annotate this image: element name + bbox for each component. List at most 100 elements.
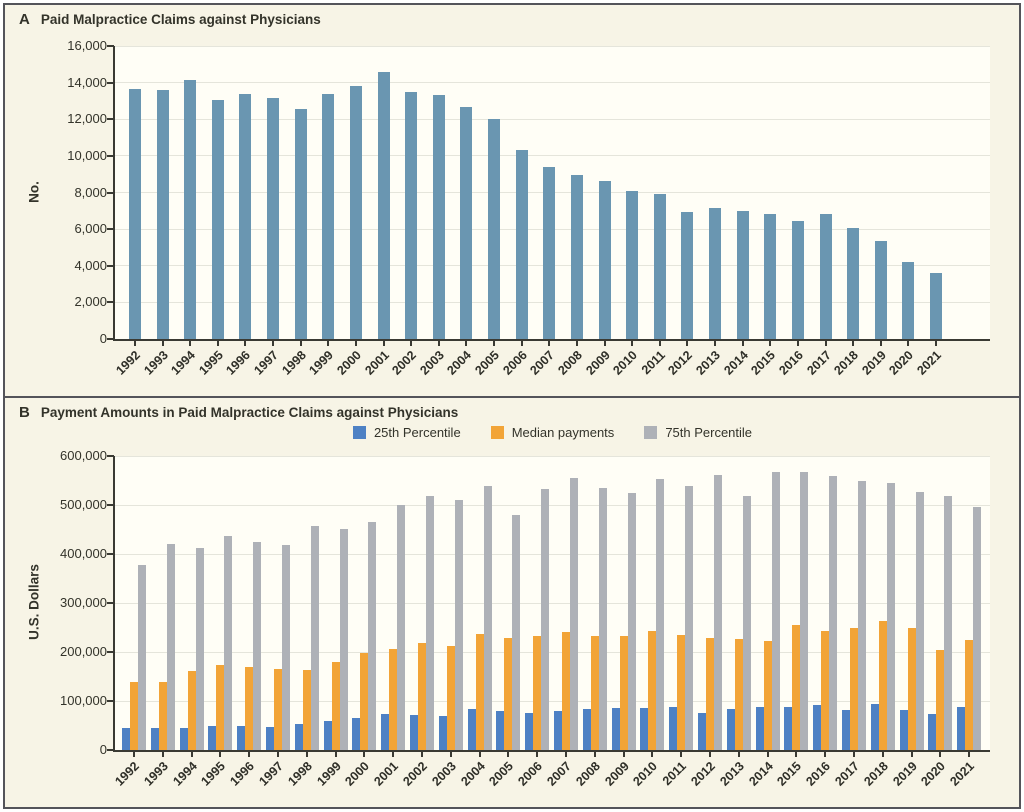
75th-percentile-bar-1998 <box>310 526 319 750</box>
y-tick-label: 4,000 <box>74 257 107 273</box>
25th-percentile-bar-1995 <box>208 726 217 750</box>
25th-percentile-bar-1993 <box>150 728 159 750</box>
legend-item-75th-percentile: 75th Percentile <box>644 425 752 440</box>
x-tick-mark <box>189 341 192 346</box>
x-tick-mark <box>575 341 578 346</box>
y-tick-mark <box>107 191 114 194</box>
panel-a-header: A Paid Malpractice Claims against Physic… <box>19 12 321 28</box>
legend-swatch-median-payments <box>490 426 504 439</box>
gridline <box>115 155 990 157</box>
median-payments-bar-2011 <box>677 635 686 750</box>
75th-percentile-bar-2010 <box>656 479 665 750</box>
x-tick-mark <box>161 752 164 757</box>
y-tick-mark <box>107 118 114 121</box>
panel-a: A Paid Malpractice Claims against Physic… <box>5 5 1019 396</box>
bar-1997 <box>267 98 280 339</box>
75th-percentile-bar-2020 <box>944 496 953 750</box>
x-tick-mark <box>548 341 551 346</box>
gridline <box>115 82 990 84</box>
x-tick-mark <box>852 341 855 346</box>
y-tick-label: 300,000 <box>60 595 107 610</box>
median-payments-bar-1999 <box>331 662 340 750</box>
75th-percentile-bar-1993 <box>166 544 175 750</box>
25th-percentile-bar-2018 <box>870 704 879 750</box>
x-tick-mark <box>939 752 942 757</box>
x-tick-mark <box>593 752 596 757</box>
25th-percentile-bar-2017 <box>842 710 850 750</box>
x-tick-mark <box>769 341 772 346</box>
bar-2019 <box>874 241 887 339</box>
panel-a-title: Paid Malpractice Claims against Physicia… <box>40 12 321 27</box>
y-tick-mark <box>107 264 114 267</box>
panel-b: B Payment Amounts in Paid Malpractice Cl… <box>5 396 1019 807</box>
75th-percentile-bar-2012 <box>714 475 722 750</box>
median-payments-bar-2001 <box>389 649 398 750</box>
x-tick-mark <box>824 341 827 346</box>
y-axis-line <box>113 46 115 341</box>
25th-percentile-bar-1994 <box>179 728 188 750</box>
y-tick-mark <box>107 228 114 231</box>
25th-percentile-bar-2020 <box>928 714 937 750</box>
legend: 25th Percentile Median payments 75th Per… <box>115 425 990 440</box>
25th-percentile-bar-2011 <box>669 707 678 750</box>
x-tick-mark <box>603 341 606 346</box>
75th-percentile-bar-1997 <box>282 545 290 750</box>
x-tick-mark <box>520 341 523 346</box>
figure-background: A Paid Malpractice Claims against Physic… <box>3 3 1021 809</box>
median-payments-bar-2002 <box>418 643 426 750</box>
gridline <box>115 504 990 506</box>
median-payments-bar-2015 <box>792 625 801 750</box>
median-payments-bar-1996 <box>245 667 254 750</box>
x-tick-mark <box>824 752 827 757</box>
75th-percentile-bar-2009 <box>627 493 636 750</box>
x-tick-mark <box>565 752 567 757</box>
x-tick-mark <box>299 341 302 346</box>
25th-percentile-bar-2014 <box>755 707 764 750</box>
25th-percentile-bar-2010 <box>640 708 649 750</box>
x-tick-mark <box>493 341 496 346</box>
median-payments-bar-1994 <box>187 671 196 750</box>
bar-2021 <box>929 273 942 339</box>
x-tick-mark <box>714 341 717 346</box>
25th-percentile-bar-1996 <box>237 726 246 750</box>
25th-percentile-bar-2002 <box>410 715 418 750</box>
x-tick-mark <box>879 341 882 346</box>
gridline <box>115 45 990 47</box>
x-tick-mark <box>766 752 769 757</box>
x-tick-mark <box>421 752 423 757</box>
median-payments-bar-2014 <box>763 641 772 750</box>
x-tick-mark <box>219 752 222 757</box>
y-tick-label: 8,000 <box>74 184 107 200</box>
x-tick-mark <box>437 341 440 346</box>
x-tick-mark <box>651 752 654 757</box>
x-tick-mark <box>190 752 193 757</box>
bar-2001 <box>377 72 390 339</box>
bar-2008 <box>570 175 583 339</box>
y-tick-label: 0 <box>99 742 107 757</box>
panel-b-letter: B <box>19 404 30 421</box>
bar-2002 <box>405 92 418 339</box>
legend-label-median-payments: Median payments <box>511 425 615 440</box>
x-tick-mark <box>796 341 799 346</box>
75th-percentile-bar-2016 <box>829 476 838 750</box>
x-tick-mark <box>507 752 510 757</box>
25th-percentile-bar-1998 <box>294 724 303 750</box>
gridline <box>115 553 990 555</box>
25th-percentile-bar-2012 <box>698 713 706 750</box>
x-tick-mark <box>327 341 330 346</box>
y-tick-label: 600,000 <box>60 448 107 463</box>
bar-2012 <box>681 212 694 339</box>
x-tick-mark <box>248 752 251 757</box>
y-tick-mark <box>107 749 114 751</box>
panel-a-letter: A <box>19 11 30 28</box>
median-payments-bar-2007 <box>562 632 570 750</box>
median-payments-bar-2019 <box>907 628 916 750</box>
x-tick-mark <box>968 752 971 757</box>
bar-2015 <box>764 214 777 339</box>
y-tick-mark <box>107 301 114 304</box>
75th-percentile-bar-2006 <box>541 489 550 750</box>
median-payments-bar-1992 <box>130 682 138 750</box>
median-payments-bar-2018 <box>878 621 887 750</box>
median-payments-bar-1998 <box>302 670 311 750</box>
75th-percentile-bar-2005 <box>512 515 521 750</box>
